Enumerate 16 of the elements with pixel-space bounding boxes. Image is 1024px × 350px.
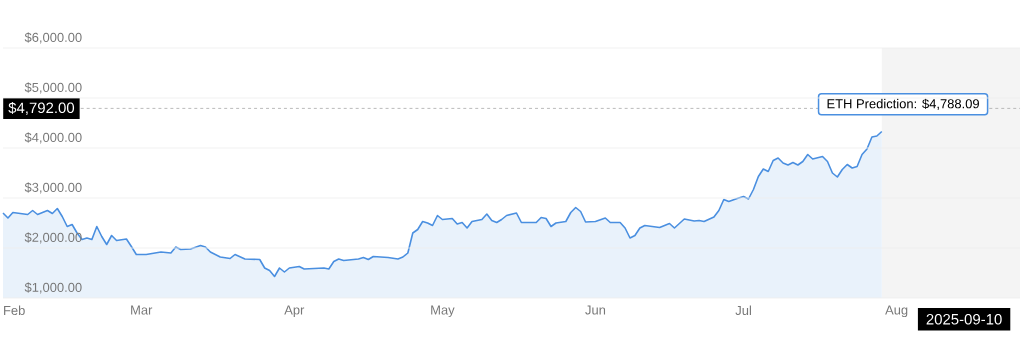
x-tick-label: Apr [284,305,305,318]
x-tick-label: Aug [885,305,908,318]
annotation: ETH Prediction: $4,788.09 [827,98,979,110]
x-tick-label: Jun [585,305,606,315]
x-tick-label: Mar [131,305,153,315]
x-tick-label: Jul [735,305,751,316]
text: 2025-09-10 [926,313,1002,325]
ref-line-label: $4,792.00 [8,101,75,115]
x-tick-label: Feb [4,305,25,316]
y-tick-label: $4,000.00 [24,132,82,144]
x-tick-label: May [431,305,455,318]
y-tick-label: $6,000.00 [24,32,82,44]
y-tick-label: $5,000.00 [24,82,82,94]
y-tick-label: $1,000.00 [24,282,82,294]
y-tick-label: $3,000.00 [24,182,82,194]
y-tick-label: $2,000.00 [24,232,82,244]
